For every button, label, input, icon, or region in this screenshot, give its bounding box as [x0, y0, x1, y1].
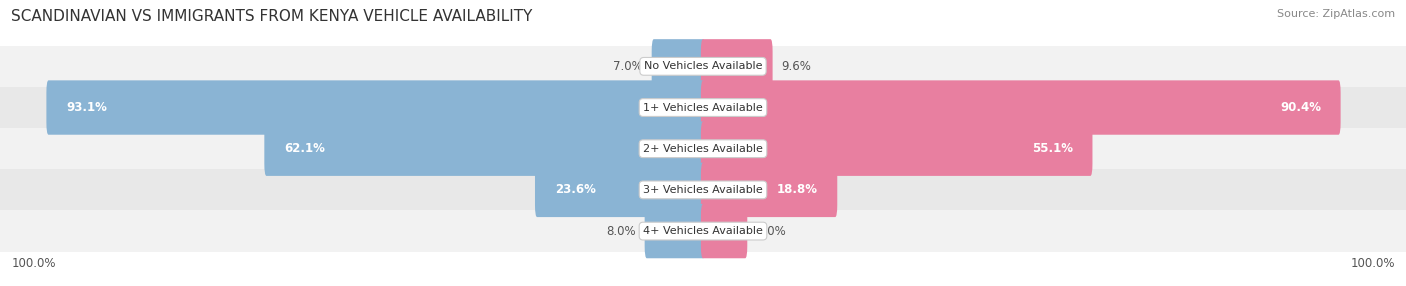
Text: 4+ Vehicles Available: 4+ Vehicles Available [643, 226, 763, 236]
Text: 23.6%: 23.6% [554, 183, 596, 196]
FancyBboxPatch shape [700, 80, 1341, 135]
FancyBboxPatch shape [534, 163, 706, 217]
FancyBboxPatch shape [700, 204, 748, 258]
Text: 1+ Vehicles Available: 1+ Vehicles Available [643, 103, 763, 112]
Text: 2+ Vehicles Available: 2+ Vehicles Available [643, 144, 763, 154]
Text: 18.8%: 18.8% [776, 183, 818, 196]
Text: 62.1%: 62.1% [284, 142, 325, 155]
FancyBboxPatch shape [700, 39, 773, 94]
Text: 9.6%: 9.6% [782, 60, 811, 73]
Text: 93.1%: 93.1% [66, 101, 107, 114]
Text: 55.1%: 55.1% [1032, 142, 1073, 155]
Text: No Vehicles Available: No Vehicles Available [644, 61, 762, 71]
Text: 100.0%: 100.0% [1350, 257, 1395, 270]
Bar [0, 128, 1406, 169]
Text: 90.4%: 90.4% [1279, 101, 1322, 114]
FancyBboxPatch shape [700, 163, 838, 217]
Text: 6.0%: 6.0% [756, 225, 786, 238]
FancyBboxPatch shape [264, 122, 706, 176]
Text: 8.0%: 8.0% [606, 225, 637, 238]
Bar [0, 87, 1406, 128]
Text: Source: ZipAtlas.com: Source: ZipAtlas.com [1277, 9, 1395, 19]
FancyBboxPatch shape [652, 39, 706, 94]
Text: 3+ Vehicles Available: 3+ Vehicles Available [643, 185, 763, 195]
FancyBboxPatch shape [644, 204, 706, 258]
Text: SCANDINAVIAN VS IMMIGRANTS FROM KENYA VEHICLE AVAILABILITY: SCANDINAVIAN VS IMMIGRANTS FROM KENYA VE… [11, 9, 533, 23]
Bar [0, 210, 1406, 252]
Bar [0, 169, 1406, 210]
Bar [0, 46, 1406, 87]
FancyBboxPatch shape [700, 122, 1092, 176]
Text: 7.0%: 7.0% [613, 60, 644, 73]
Text: 100.0%: 100.0% [11, 257, 56, 270]
FancyBboxPatch shape [46, 80, 704, 135]
